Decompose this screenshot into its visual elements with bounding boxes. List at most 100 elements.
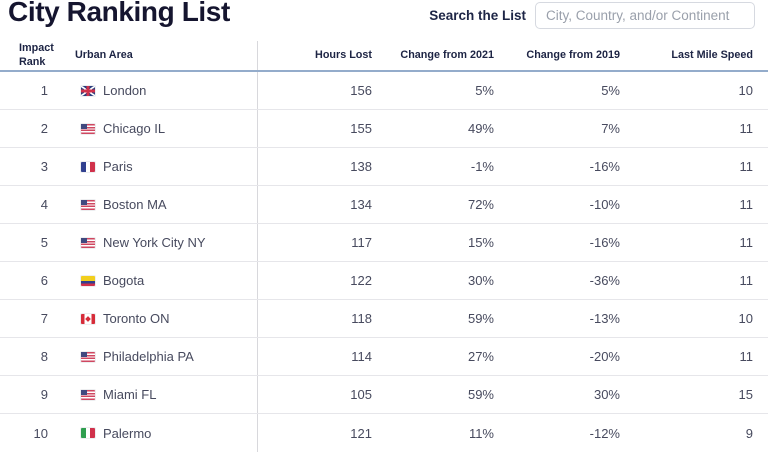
hours-lost-cell: 138 (257, 148, 375, 185)
change-2021-cell: -1% (470, 159, 494, 174)
change-2019-cell: 5% (601, 83, 620, 98)
country-flag-icon (81, 85, 95, 96)
table-row[interactable]: 4 Boston MA 134 72% -10% 11 (0, 186, 768, 224)
urban-area-label: Philadelphia PA (103, 349, 194, 364)
last-mile-speed-cell: 15 (738, 387, 753, 402)
country-flag-icon (81, 389, 95, 400)
change-2019-cell: -36% (589, 273, 620, 288)
urban-area-cell: Boston MA (55, 186, 257, 223)
urban-area-label: Chicago IL (103, 121, 166, 136)
urban-area-label: Boston MA (103, 197, 167, 212)
change-2019-cell: -16% (589, 235, 620, 250)
urban-area-cell: Palermo (55, 414, 257, 452)
change-2019-cell: -13% (589, 311, 620, 326)
change-2019-cell: -20% (589, 349, 620, 364)
change-2021-cell: 59% (467, 387, 494, 402)
change-2019-cell: 7% (601, 121, 620, 136)
table-row[interactable]: 8 Philadelphia PA 114 27% -20% 11 (0, 338, 768, 376)
change-2019-cell: 30% (593, 387, 620, 402)
table-row[interactable]: 6 Bogota 122 30% -36% 11 (0, 262, 768, 300)
last-mile-speed-cell: 11 (739, 121, 754, 136)
urban-area-label: Miami FL (103, 387, 157, 402)
urban-area-cell: Bogota (55, 262, 257, 299)
hours-lost-cell: 105 (257, 376, 375, 413)
last-mile-speed-cell: 9 (745, 425, 753, 441)
table-row[interactable]: 2 Chicago IL 155 49% 7% 11 (0, 110, 768, 148)
search-input[interactable] (535, 2, 755, 29)
hours-lost-cell: 117 (257, 224, 375, 261)
table-row[interactable]: 10 Palermo 121 11% -12% 9 (0, 414, 768, 452)
table-row[interactable]: 5 New York City NY 117 15% -16% 11 (0, 224, 768, 262)
country-flag-icon (81, 123, 95, 134)
urban-area-cell: Paris (55, 148, 257, 185)
change-2021-cell: 27% (467, 349, 494, 364)
change-2021-cell: 72% (467, 197, 494, 212)
hours-lost-cell: 122 (257, 262, 375, 299)
change-2019-cell: -16% (589, 159, 620, 174)
urban-area-cell: Chicago IL (55, 110, 257, 147)
last-mile-speed-cell: 11 (739, 235, 754, 250)
change-2019-cell: -12% (589, 425, 620, 441)
search-area: Search the List (429, 2, 755, 29)
change-2019-cell: -10% (589, 197, 620, 212)
impact-rank-cell: 5 (40, 235, 48, 250)
hours-lost-cell: 114 (257, 338, 375, 375)
hours-lost-cell: 121 (257, 414, 375, 452)
urban-area-label: New York City NY (103, 235, 206, 250)
country-flag-icon (81, 199, 95, 210)
table-row[interactable]: 1 London 156 5% 5% 10 (0, 72, 768, 110)
last-mile-speed-cell: 10 (738, 311, 753, 326)
impact-rank-cell: 4 (40, 197, 48, 212)
column-header-change-from-2021[interactable]: Change from 2021 (400, 48, 494, 61)
change-2021-cell: 49% (467, 121, 494, 136)
change-2021-cell: 30% (467, 273, 494, 288)
urban-area-cell: Miami FL (55, 376, 257, 413)
hours-lost-cell: 134 (257, 186, 375, 223)
urban-area-label: Toronto ON (103, 311, 170, 326)
table-row[interactable]: 7 Toronto ON 118 59% -13% 10 (0, 300, 768, 338)
country-flag-icon (81, 237, 95, 248)
hours-lost-cell: 156 (257, 72, 375, 109)
column-header-hours-lost[interactable]: Hours Lost (257, 41, 375, 70)
impact-rank-cell: 2 (40, 121, 48, 136)
last-mile-speed-cell: 10 (738, 83, 753, 98)
urban-area-cell: Philadelphia PA (55, 338, 257, 375)
impact-rank-cell: 6 (40, 273, 48, 288)
column-header-impact-rank[interactable]: Impact Rank (19, 42, 54, 68)
urban-area-cell: New York City NY (55, 224, 257, 261)
country-flag-icon (81, 275, 95, 286)
page-title: City Ranking List (8, 0, 230, 27)
country-flag-icon (81, 313, 95, 324)
last-mile-speed-cell: 11 (739, 349, 754, 364)
column-header-last-mile-speed[interactable]: Last Mile Speed (671, 48, 753, 61)
city-ranking-table: Impact Rank Urban Area Hours Lost Change… (0, 41, 768, 452)
impact-rank-cell: 3 (40, 159, 48, 174)
last-mile-speed-cell: 11 (739, 273, 754, 288)
top-bar: City Ranking List Search the List (0, 0, 768, 41)
column-header-urban-area[interactable]: Urban Area (75, 48, 133, 61)
urban-area-label: Paris (103, 159, 133, 174)
country-flag-icon (81, 351, 95, 362)
change-2021-cell: 59% (467, 311, 494, 326)
urban-area-cell: London (55, 72, 257, 109)
impact-rank-cell: 9 (40, 387, 48, 402)
column-header-change-from-2019[interactable]: Change from 2019 (526, 48, 620, 61)
impact-rank-cell: 1 (40, 83, 48, 98)
change-2021-cell: 5% (475, 83, 494, 98)
impact-rank-cell: 7 (40, 311, 48, 326)
impact-rank-cell: 8 (40, 349, 48, 364)
urban-area-cell: Toronto ON (55, 300, 257, 337)
table-header-row: Impact Rank Urban Area Hours Lost Change… (0, 41, 768, 72)
urban-area-label: London (103, 83, 147, 98)
country-flag-icon (81, 428, 95, 438)
impact-rank-cell: 10 (33, 425, 48, 441)
urban-area-label: Palermo (103, 425, 152, 441)
hours-lost-cell: 155 (257, 110, 375, 147)
change-2021-cell: 15% (467, 235, 494, 250)
last-mile-speed-cell: 11 (739, 159, 754, 174)
change-2021-cell: 11% (468, 425, 494, 441)
table-row[interactable]: 3 Paris 138 -1% -16% 11 (0, 148, 768, 186)
table-row[interactable]: 9 Miami FL 105 59% 30% 15 (0, 376, 768, 414)
last-mile-speed-cell: 11 (739, 197, 754, 212)
hours-lost-cell: 118 (257, 300, 375, 337)
